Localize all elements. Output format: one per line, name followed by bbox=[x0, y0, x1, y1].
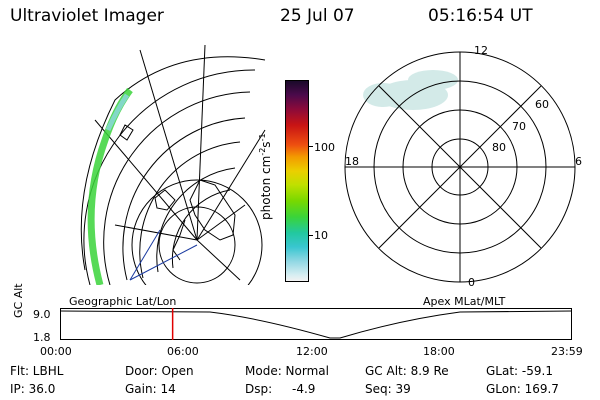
info-gain: Gain: 14 bbox=[125, 382, 176, 396]
orbit-x-tick-2359: 23:59 bbox=[551, 345, 583, 358]
orbit-x-tick-0600: 06:00 bbox=[167, 345, 199, 358]
colorbar bbox=[285, 80, 309, 282]
date-label: 25 Jul 07 bbox=[280, 6, 355, 26]
mlt-label-12: 12 bbox=[474, 44, 488, 57]
mlat-label-80: 80 bbox=[492, 141, 506, 154]
info-ip: IP: 36.0 bbox=[10, 382, 56, 396]
orbit-y-tick-1.8: 1.8 bbox=[33, 331, 51, 344]
info-door: Door: Open bbox=[125, 364, 194, 378]
orbit-x-tick-1200: 12:00 bbox=[296, 345, 328, 358]
orbit-y-tick-9: 9.0 bbox=[33, 308, 51, 321]
mlat-label-70: 70 bbox=[512, 120, 526, 133]
orbit-altitude-plot bbox=[60, 308, 572, 340]
info-dsp-value: -4.9 bbox=[292, 382, 316, 396]
page-title: Ultraviolet Imager bbox=[10, 6, 164, 26]
info-gcalt: GC Alt: 8.9 Re bbox=[365, 364, 449, 378]
mlt-label-18: 18 bbox=[345, 155, 359, 168]
info-glon: GLon: 169.7 bbox=[486, 382, 559, 396]
info-mode: Mode: Normal bbox=[245, 364, 329, 378]
mlt-label-6: 6 bbox=[575, 155, 582, 168]
orbit-x-tick-0000: 00:00 bbox=[40, 345, 72, 358]
colorbar-tick-100: 100 bbox=[314, 141, 335, 154]
colorbar-tick-10: 10 bbox=[314, 229, 328, 242]
apex-label: Apex MLat/MLT bbox=[423, 295, 506, 308]
orbit-y-label: GC Alt bbox=[12, 283, 25, 318]
geographic-label: Geographic Lat/Lon bbox=[69, 295, 177, 308]
info-flt: Flt: LBHL bbox=[10, 364, 64, 378]
mlt-label-0: 0 bbox=[468, 276, 475, 289]
polar-plot bbox=[344, 51, 576, 283]
geographic-map bbox=[80, 44, 266, 285]
mlat-label-60: 60 bbox=[535, 98, 549, 111]
colorbar-label: photon cm-2s-1 bbox=[258, 133, 273, 220]
info-dsp-label: Dsp: bbox=[245, 382, 273, 396]
colorbar-tick-mark bbox=[308, 146, 313, 147]
info-glat: GLat: -59.1 bbox=[486, 364, 553, 378]
time-label: 05:16:54 UT bbox=[428, 6, 533, 26]
colorbar-tick-mark bbox=[308, 235, 313, 236]
info-seq: Seq: 39 bbox=[365, 382, 411, 396]
orbit-x-tick-1800: 18:00 bbox=[423, 345, 455, 358]
